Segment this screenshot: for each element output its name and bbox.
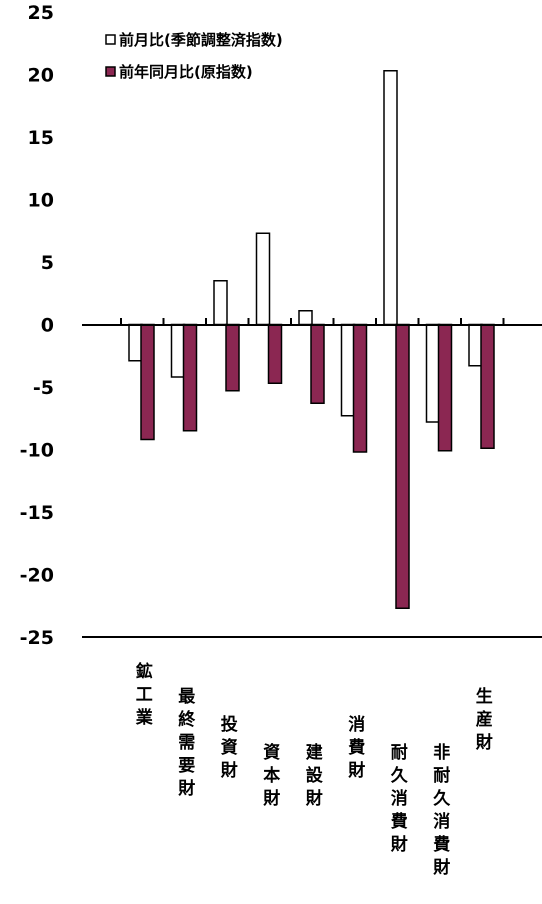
category-label: 鉱工業 xyxy=(136,661,153,728)
y-tick-label: 5 xyxy=(41,252,54,274)
bar-mom xyxy=(255,232,271,326)
bar-mom xyxy=(468,323,483,367)
bar-yoy xyxy=(352,323,368,453)
y-tick-label: 10 xyxy=(28,190,54,212)
category-label: 最終需要財 xyxy=(177,687,196,799)
bar-mom xyxy=(298,310,313,326)
category-label: 建設財 xyxy=(305,742,324,809)
category-label: 消費財 xyxy=(347,714,365,781)
bar-yoy xyxy=(140,323,155,441)
legend: 前月比(季節調整済指数) 前年同月比(原指数) xyxy=(105,31,283,81)
category-label: 投資財 xyxy=(220,714,238,781)
bar-mom xyxy=(213,280,228,326)
category-label: 耐久消費財 xyxy=(390,742,408,855)
category-label: 資本財 xyxy=(262,743,280,809)
y-tick-label: 0 xyxy=(41,315,54,337)
y-tick-label: 20 xyxy=(28,65,54,87)
y-tick-label: -10 xyxy=(20,440,54,462)
y-tick-label: -15 xyxy=(20,502,54,524)
legend-label-yoy: 前年同月比(原指数) xyxy=(119,63,253,81)
y-axis-ticks: 25 20 15 10 5 0 -5 -10 -15 -20 -25 xyxy=(20,2,54,649)
y-tick-label: -20 xyxy=(20,565,54,587)
legend-label-mom: 前月比(季節調整済指数) xyxy=(119,31,283,49)
legend-swatch-mom xyxy=(105,34,116,45)
category-labels: 鉱工業 最終需要財 投資財 資本財 建設財 消費財 耐久消費財 非耐久消費財 生産財 xyxy=(136,661,493,878)
category-label: 生産財 xyxy=(475,686,493,753)
y-tick-label: -5 xyxy=(33,377,54,399)
y-tick-label: -25 xyxy=(20,627,54,649)
bar-yoy xyxy=(310,323,325,404)
bar-yoy xyxy=(480,323,495,449)
bar-mom xyxy=(425,323,441,423)
bar-mom xyxy=(383,70,398,326)
legend-swatch-yoy xyxy=(105,66,116,77)
bar-mom xyxy=(170,323,186,378)
bar-yoy xyxy=(437,323,453,452)
bar-yoy xyxy=(395,323,410,609)
bar-mom xyxy=(340,323,356,417)
bar-yoy xyxy=(182,323,198,432)
y-tick-label: 15 xyxy=(28,127,54,149)
bars xyxy=(128,70,495,609)
category-label: 非耐久消費財 xyxy=(432,742,450,878)
bar-yoy xyxy=(267,323,283,384)
x-axis-tick-marks xyxy=(120,318,505,325)
y-tick-label: 25 xyxy=(28,2,54,24)
bar-mom xyxy=(128,323,143,362)
bar-yoy xyxy=(225,323,240,392)
